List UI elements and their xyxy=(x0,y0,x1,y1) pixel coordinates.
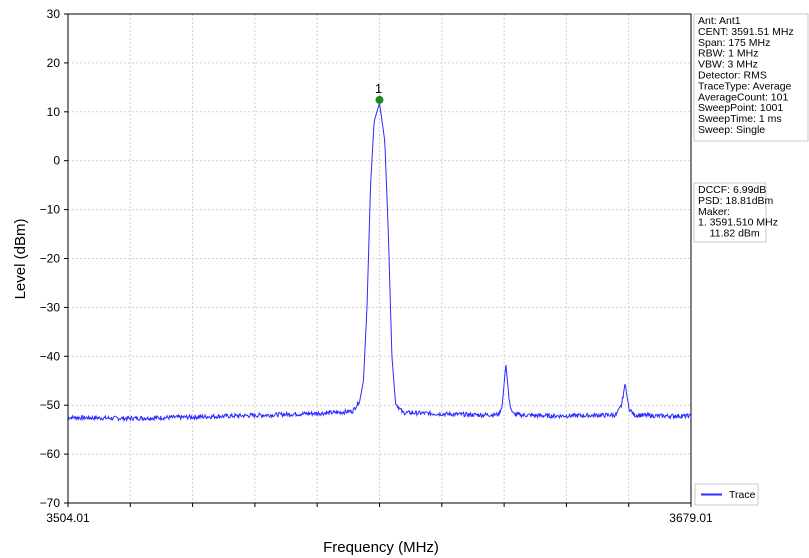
y-tick-label: −70 xyxy=(40,496,61,510)
y-tick-label: 20 xyxy=(47,56,61,70)
y-tick-label: −30 xyxy=(40,300,61,314)
info-line: CENT: 3591.51 MHz xyxy=(698,26,794,38)
info-line: SweepTime: 1 ms xyxy=(698,113,782,125)
measure-line: 1. 3591.510 MHz xyxy=(698,217,778,229)
y-tick-label: 0 xyxy=(53,154,60,168)
info-line: Ant: Ant1 xyxy=(698,15,741,27)
marker-label: 1 xyxy=(375,81,382,96)
y-tick-label: −60 xyxy=(40,447,61,461)
y-axis-title: Level (dBm) xyxy=(12,219,29,300)
measure-line: 11.82 dBm xyxy=(698,228,760,240)
legend-label: Trace xyxy=(729,489,756,501)
measure-line: PSD: 18.81dBm xyxy=(698,195,774,207)
info-line: SweepPoint: 1001 xyxy=(698,102,783,114)
info-line: Detector: RMS xyxy=(698,70,767,82)
y-tick-label: 30 xyxy=(47,7,61,21)
grid-lines xyxy=(67,13,692,504)
y-tick-label: −40 xyxy=(40,349,61,363)
measure-line: Maker: xyxy=(698,206,730,218)
x-axis-title: Frequency (MHz) xyxy=(323,539,439,556)
info-line: RBW: 1 MHz xyxy=(698,48,758,60)
x-tick-label: 3504.01 xyxy=(46,511,90,525)
y-tick-label: −20 xyxy=(40,252,61,266)
marker-point[interactable] xyxy=(375,95,384,104)
y-tick-label: 10 xyxy=(47,105,61,119)
y-tick-label: −50 xyxy=(40,398,61,412)
info-line: TraceType: Average xyxy=(698,80,792,92)
x-axis: 3504.01 3679.01 xyxy=(46,503,713,525)
legend: Trace xyxy=(694,483,759,506)
info-line: VBW: 3 MHz xyxy=(698,59,758,71)
info-line: Span: 175 MHz xyxy=(698,37,770,49)
x-tick-label: 3679.01 xyxy=(669,511,713,525)
info-line: AverageCount: 101 xyxy=(698,91,788,103)
info-line: Sweep: Single xyxy=(698,124,765,136)
y-axis: 30 20 10 0 −10 −20 −30 −40 −50 −60 −70 xyxy=(40,7,68,510)
measure-line: DCCF: 6.99dB xyxy=(698,184,766,196)
y-tick-label: −10 xyxy=(40,203,61,217)
